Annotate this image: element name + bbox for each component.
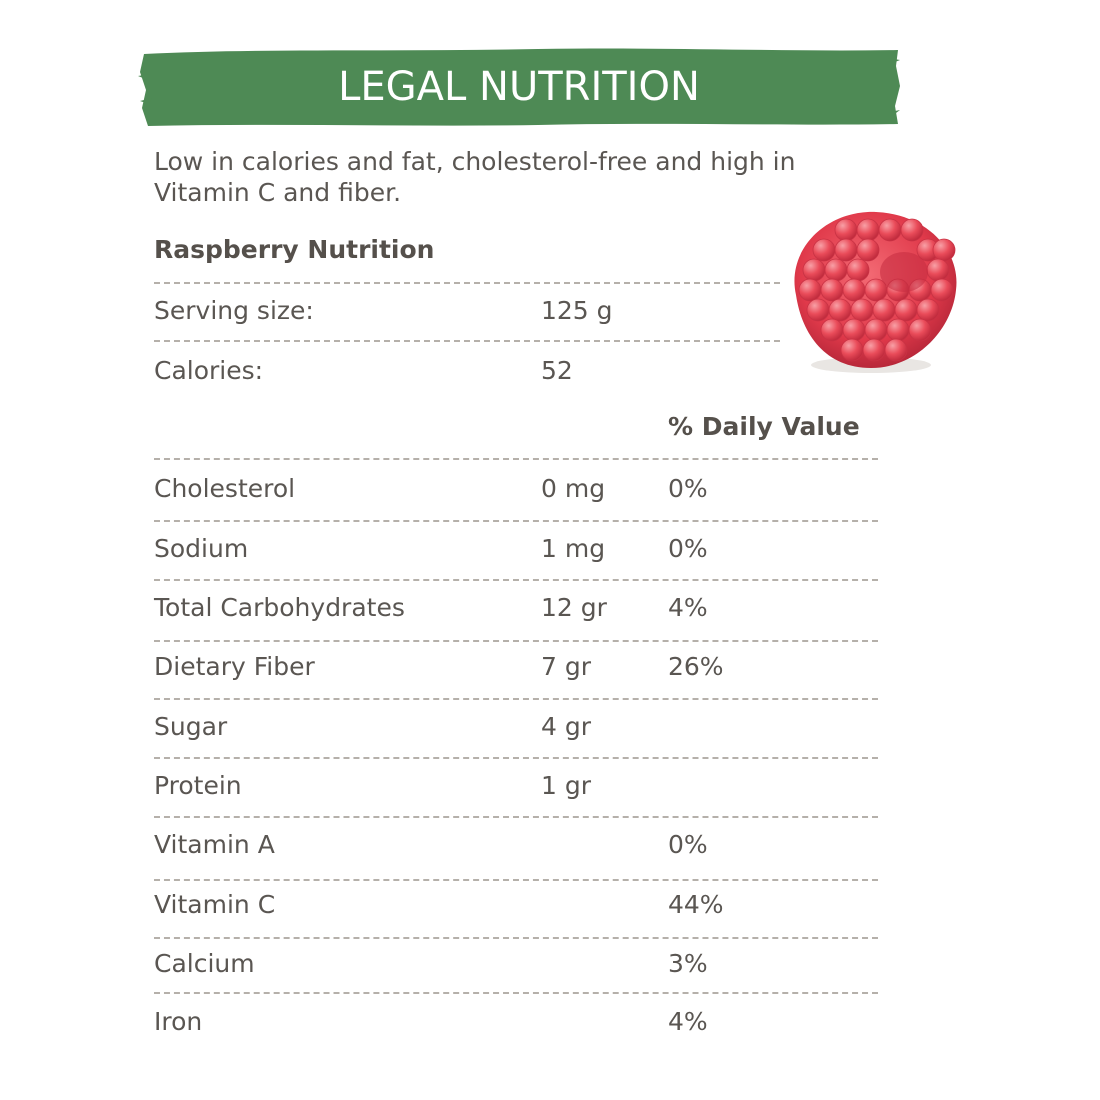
divider: [154, 640, 878, 642]
nutrient-daily-value: 0%: [668, 474, 708, 503]
nutrient-daily-value: 0%: [668, 830, 708, 859]
nutrient-name: Vitamin A: [154, 830, 275, 859]
drupelet: [872, 298, 896, 322]
drupelet: [824, 258, 848, 282]
nutrient-name: Vitamin C: [154, 890, 276, 919]
nutrient-amount: 4 gr: [541, 712, 591, 741]
nutrient-name: Iron: [154, 1007, 203, 1036]
drupelet: [850, 298, 874, 322]
divider: [154, 937, 878, 939]
drupelet: [916, 298, 940, 322]
nutrient-daily-value: 44%: [668, 890, 724, 919]
drupelet: [878, 218, 902, 242]
page-title: LEGAL NUTRITION: [338, 64, 700, 110]
drupelet: [926, 258, 950, 282]
drupelet: [864, 318, 888, 342]
nutrient-name: Dietary Fiber: [154, 652, 315, 681]
drupelet: [842, 318, 866, 342]
drupelet: [856, 218, 880, 242]
drupelet: [798, 278, 822, 302]
nutrient-amount: 1 mg: [541, 534, 606, 563]
title-banner: LEGAL NUTRITION: [138, 46, 900, 128]
drupelet: [930, 278, 954, 302]
drupelet: [834, 218, 858, 242]
intro-text: Low in calories and fat, cholesterol-fre…: [154, 147, 796, 207]
divider: [154, 757, 878, 759]
serving-value: 125 g: [541, 296, 613, 325]
nutrient-daily-value: 4%: [668, 1007, 708, 1036]
divider: [154, 340, 780, 342]
drupelet: [842, 278, 866, 302]
nutrient-daily-value: 4%: [668, 593, 708, 622]
calories-value: 52: [541, 356, 573, 385]
nutrient-amount: 7 gr: [541, 652, 591, 681]
nutrient-daily-value: 3%: [668, 949, 708, 978]
divider: [154, 992, 878, 994]
nutrient-amount: 12 gr: [541, 593, 607, 622]
section-title: Raspberry Nutrition: [154, 235, 435, 264]
raspberry-icon: [776, 200, 966, 380]
drupelet: [840, 338, 864, 362]
drupelet: [834, 238, 858, 262]
nutrient-name: Protein: [154, 771, 242, 800]
divider: [154, 698, 878, 700]
nutrient-name: Cholesterol: [154, 474, 296, 503]
nutrient-amount: 1 gr: [541, 771, 591, 800]
daily-value-header: % Daily Value: [668, 412, 860, 441]
divider: [154, 816, 878, 818]
drupelet: [846, 258, 870, 282]
drupelet: [900, 218, 924, 242]
drupelet: [856, 238, 880, 262]
nutrient-name: Sodium: [154, 534, 249, 563]
nutrient-amount: 0 mg: [541, 474, 606, 503]
drupelet: [894, 298, 918, 322]
drupelet: [802, 258, 826, 282]
drupelet: [812, 238, 836, 262]
drupelet: [820, 318, 844, 342]
drupelet: [884, 338, 908, 362]
nutrient-name: Calcium: [154, 949, 255, 978]
brush-stroke-background: [138, 48, 900, 126]
drupelet: [908, 318, 932, 342]
divider: [154, 579, 878, 581]
nutrient-daily-value: 26%: [668, 652, 724, 681]
drupelet: [828, 298, 852, 322]
divider: [154, 282, 780, 284]
calories-label: Calories:: [154, 356, 264, 385]
serving-label: Serving size:: [154, 296, 314, 325]
drupelet: [886, 318, 910, 342]
drupelet: [932, 238, 956, 262]
drupelet: [862, 338, 886, 362]
divider: [154, 879, 878, 881]
drupelet: [820, 278, 844, 302]
nutrient-daily-value: 0%: [668, 534, 708, 563]
drupelet: [806, 298, 830, 322]
divider: [154, 458, 878, 460]
nutrient-name: Total Carbohydrates: [154, 593, 405, 622]
nutrient-name: Sugar: [154, 712, 228, 741]
divider: [154, 520, 878, 522]
